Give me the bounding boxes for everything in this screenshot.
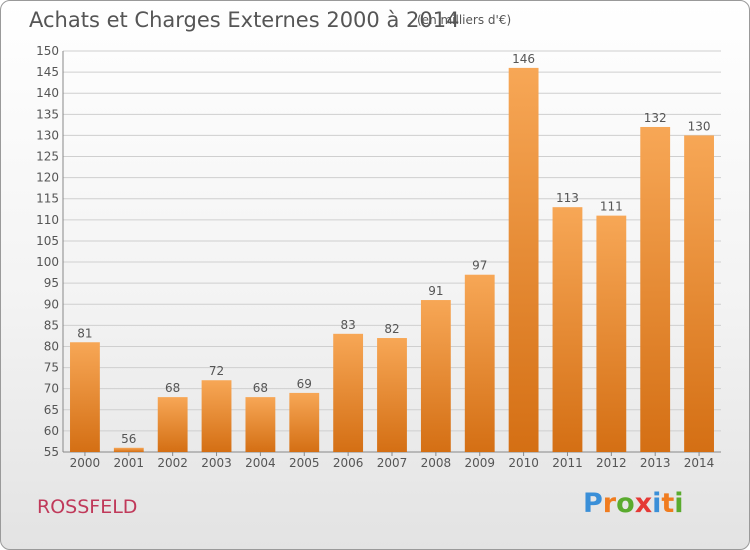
x-tick-label: 2006 (333, 456, 364, 470)
bar-2013 (640, 126, 671, 453)
bar-2001 (113, 447, 144, 452)
data-label: 68 (165, 381, 180, 395)
x-tick-label: 2003 (201, 456, 232, 470)
logo-letter: x (634, 488, 653, 519)
y-tick-label: 60 (44, 424, 59, 438)
x-tick-label: 2002 (157, 456, 188, 470)
y-tick-label: 65 (44, 403, 59, 417)
x-tick-label: 2014 (684, 456, 715, 470)
bar-2003 (201, 380, 232, 452)
logo-letter: r (602, 488, 617, 519)
y-tick-label: 90 (44, 297, 59, 311)
bar-2006 (333, 333, 364, 452)
proxiti-logo: Proxiti (583, 488, 684, 519)
logo-letter: i (652, 488, 662, 519)
bar-2011 (552, 207, 583, 452)
data-label: 130 (688, 119, 711, 133)
bars (70, 67, 714, 453)
y-tick-label: 110 (36, 213, 59, 227)
y-tick-label: 145 (36, 65, 59, 79)
data-label: 69 (297, 377, 312, 391)
bar-2010 (508, 67, 539, 452)
chart-subtitle: (en milliers d'€) (417, 13, 512, 27)
x-tick-label: 2000 (70, 456, 101, 470)
y-tick-label: 150 (36, 44, 59, 58)
commune-name: ROSSFELD (37, 496, 138, 518)
y-tick-label: 100 (36, 255, 59, 269)
data-label: 83 (340, 318, 355, 332)
y-tick-label: 75 (44, 361, 59, 375)
y-tick-label: 135 (36, 107, 59, 121)
data-label: 56 (121, 432, 136, 446)
data-label: 72 (209, 364, 224, 378)
logo-letter: t (661, 488, 675, 519)
logo-letter: P (583, 488, 603, 519)
x-tick-label: 2013 (640, 456, 671, 470)
data-label: 82 (384, 322, 399, 336)
y-tick-label: 115 (36, 192, 59, 206)
data-label: 97 (472, 259, 487, 273)
labels: 55 60 65 70 75 80 85 90 95 100 105 110 115 120 125 130 1… (36, 44, 714, 470)
data-label: 111 (600, 200, 623, 214)
x-tick-label: 2004 (245, 456, 276, 470)
y-tick-label: 55 (44, 445, 59, 459)
x-tick-label: 2001 (114, 456, 145, 470)
y-tick-label: 105 (36, 234, 59, 248)
bar-2004 (245, 397, 276, 452)
data-label: 113 (556, 191, 579, 205)
y-tick-label: 95 (44, 276, 59, 290)
data-label: 81 (77, 326, 92, 340)
bar-2012 (596, 215, 627, 452)
chart-title: Achats et Charges Externes 2000 à 2014 (29, 8, 460, 32)
bar-2009 (464, 274, 495, 452)
x-tick-label: 2008 (421, 456, 452, 470)
bar-2007 (377, 338, 407, 452)
bar-2008 (420, 300, 451, 452)
y-tick-label: 130 (36, 128, 59, 142)
bar-2000 (70, 342, 100, 452)
bar-2014 (684, 135, 714, 452)
data-label: 68 (253, 381, 268, 395)
data-label: 132 (644, 111, 667, 125)
x-tick-label: 2011 (552, 456, 583, 470)
x-tick-label: 2009 (464, 456, 495, 470)
y-tick-label: 120 (36, 171, 59, 185)
logo-letter: o (616, 488, 635, 519)
data-label: 91 (428, 284, 443, 298)
data-label: 146 (512, 52, 535, 66)
x-tick-label: 2007 (377, 456, 408, 470)
y-tick-label: 125 (36, 150, 59, 164)
x-tick-label: 2010 (508, 456, 539, 470)
logo-letter: i (674, 488, 684, 519)
y-tick-label: 80 (44, 339, 59, 353)
y-tick-label: 70 (44, 382, 59, 396)
x-tick-label: 2005 (289, 456, 320, 470)
y-tick-label: 140 (36, 86, 59, 100)
bar-2002 (157, 397, 188, 452)
y-tick-label: 85 (44, 318, 59, 332)
x-tick-label: 2012 (596, 456, 627, 470)
bar-2005 (289, 392, 320, 452)
